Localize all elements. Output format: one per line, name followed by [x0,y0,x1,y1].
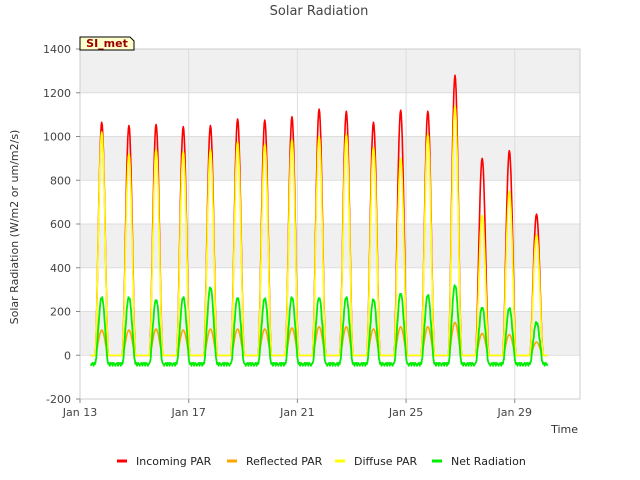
legend-label-diffuse-par: Diffuse PAR [354,455,418,468]
plot-band [80,136,580,181]
x-tick-label: Jan 13 [62,406,97,419]
y-tick-label: 200 [50,306,71,319]
x-tick-label: Jan 21 [279,406,314,419]
chart-title: Solar Radiation [270,4,369,19]
y-tick-label: 1000 [43,131,71,144]
series-line-net-radiation [90,284,549,367]
site-tag-box [79,36,135,51]
y-tick-label: 1200 [43,87,71,100]
x-tick-label: Jan 29 [497,406,532,419]
plot-band [80,49,580,93]
y-tick-label: 800 [50,174,71,187]
plot-band [80,224,580,268]
x-axis-label: Time [550,423,578,436]
legend-label-reflected-par: Reflected PAR [246,455,323,468]
x-tick-label: Jan 17 [170,406,205,419]
legend-label-net-radiation: Net Radiation [451,455,526,468]
site-tag: SI_met [79,36,135,51]
legend: Incoming PAR Reflected PAR Diffuse PAR Net … [117,455,526,468]
y-tick-label: 0 [64,349,71,362]
y-tick-label: -200 [46,393,71,406]
y-tick-label: 400 [50,262,71,275]
series-line-diffuse-par [90,105,548,357]
y-tick-label: 1400 [43,43,71,56]
legend-label-incoming-par: Incoming PAR [136,455,212,468]
y-tick-label: 600 [50,218,71,231]
plot-band [80,311,580,356]
series-layer [90,74,549,367]
site-tag-label: SI_met [86,37,128,50]
y-axis-label: Solar Radiation (W/m2 or um/m2/s) [8,130,21,325]
x-axis-ticks: Jan 13 Jan 17 Jan 21 Jan 25 Jan 29 [62,399,532,419]
y-axis-ticks: -200 0 200 400 600 800 1000 1200 1400 [43,43,80,406]
x-tick-label: Jan 25 [388,406,423,419]
